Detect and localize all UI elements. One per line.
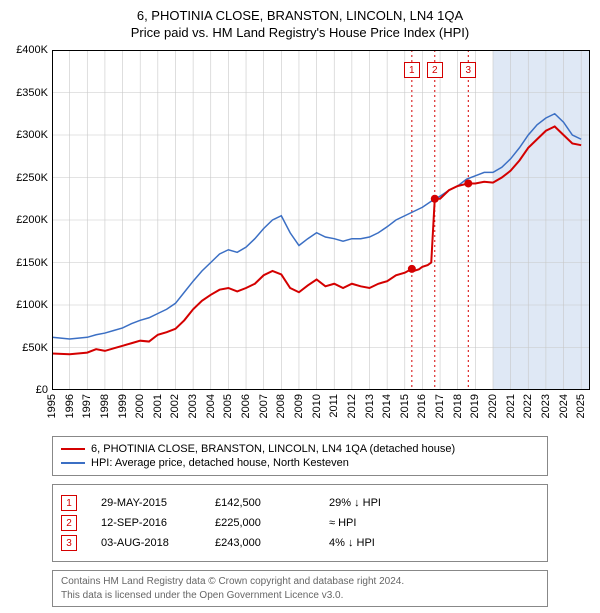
legend-box: 6, PHOTINIA CLOSE, BRANSTON, LINCOLN, LN… <box>52 436 548 476</box>
plot-svg <box>52 50 590 390</box>
footer-line1: Contains HM Land Registry data © Crown c… <box>61 575 539 589</box>
sale-row: 2 12-SEP-2016 £225,000 ≈ HPI <box>61 515 539 531</box>
x-tick-label: 2007 <box>258 394 270 418</box>
footer-line2: This data is licensed under the Open Gov… <box>61 589 539 603</box>
x-tick-label: 2012 <box>346 394 358 418</box>
x-tick-label: 2001 <box>152 394 164 418</box>
y-tick-label: £250K <box>16 172 48 184</box>
y-tick-label: £200K <box>16 214 48 226</box>
x-tick-label: 2014 <box>381 394 393 418</box>
sale-row-delta: 4% ↓ HPI <box>329 537 419 549</box>
y-tick-label: £400K <box>16 44 48 56</box>
y-tick-label: £100K <box>16 299 48 311</box>
x-tick-label: 1996 <box>64 394 76 418</box>
x-tick-label: 2003 <box>187 394 199 418</box>
sale-marker-label: 2 <box>427 62 443 78</box>
legend-label: 6, PHOTINIA CLOSE, BRANSTON, LINCOLN, LN… <box>91 443 455 455</box>
x-tick-label: 1997 <box>81 394 93 418</box>
x-tick-label: 2006 <box>240 394 252 418</box>
sale-row-number: 3 <box>61 535 77 551</box>
sale-row-number: 1 <box>61 495 77 511</box>
x-tick-label: 2005 <box>222 394 234 418</box>
legend-swatch <box>61 462 85 464</box>
sale-marker-label: 1 <box>404 62 420 78</box>
sales-table: 1 29-MAY-2015 £142,500 29% ↓ HPI 2 12-SEP-201… <box>52 484 548 562</box>
sale-row-delta: 29% ↓ HPI <box>329 497 419 509</box>
x-tick-label: 2015 <box>399 394 411 418</box>
sale-row-date: 29-MAY-2015 <box>101 497 191 509</box>
title-address: 6, PHOTINIA CLOSE, BRANSTON, LINCOLN, LN… <box>0 8 600 23</box>
x-tick-label: 2020 <box>487 394 499 418</box>
chart-container: 6, PHOTINIA CLOSE, BRANSTON, LINCOLN, LN… <box>0 0 600 607</box>
y-tick-label: £300K <box>16 129 48 141</box>
x-tick-label: 2004 <box>205 394 217 418</box>
legend-swatch <box>61 448 85 450</box>
footer-box: Contains HM Land Registry data © Crown c… <box>52 570 548 607</box>
x-tick-label: 2008 <box>275 394 287 418</box>
y-tick-label: £350K <box>16 87 48 99</box>
x-tick-label: 2017 <box>434 394 446 418</box>
x-tick-label: 2025 <box>575 394 587 418</box>
x-tick-label: 2002 <box>169 394 181 418</box>
sale-row-price: £142,500 <box>215 497 305 509</box>
sale-row-date: 12-SEP-2016 <box>101 517 191 529</box>
y-tick-label: £150K <box>16 257 48 269</box>
x-tick-label: 2013 <box>364 394 376 418</box>
sale-row-number: 2 <box>61 515 77 531</box>
legend-row: HPI: Average price, detached house, Nort… <box>61 457 539 469</box>
legend-row: 6, PHOTINIA CLOSE, BRANSTON, LINCOLN, LN… <box>61 443 539 455</box>
x-tick-label: 2022 <box>522 394 534 418</box>
x-tick-label: 2011 <box>328 394 340 418</box>
x-tick-label: 1999 <box>117 394 129 418</box>
x-tick-label: 1998 <box>99 394 111 418</box>
x-tick-label: 2023 <box>540 394 552 418</box>
x-tick-label: 2009 <box>293 394 305 418</box>
x-tick-label: 2024 <box>558 394 570 418</box>
sale-row-date: 03-AUG-2018 <box>101 537 191 549</box>
x-tick-label: 2000 <box>134 394 146 418</box>
sale-row-price: £225,000 <box>215 517 305 529</box>
x-tick-label: 2019 <box>469 394 481 418</box>
x-tick-label: 2010 <box>311 394 323 418</box>
x-tick-label: 1995 <box>46 394 58 418</box>
sale-row: 3 03-AUG-2018 £243,000 4% ↓ HPI <box>61 535 539 551</box>
x-axis: 1995199619971998199920002001200220032004… <box>52 390 590 430</box>
y-tick-label: £50K <box>22 342 48 354</box>
x-tick-label: 2021 <box>505 394 517 418</box>
title-block: 6, PHOTINIA CLOSE, BRANSTON, LINCOLN, LN… <box>0 0 600 40</box>
legend-label: HPI: Average price, detached house, Nort… <box>91 457 349 469</box>
y-axis: £0£50K£100K£150K£200K£250K£300K£350K£400… <box>0 50 52 390</box>
sale-row-price: £243,000 <box>215 537 305 549</box>
plot-area: 12 3 <box>52 50 590 390</box>
title-subtitle: Price paid vs. HM Land Registry's House … <box>0 25 600 40</box>
sale-row: 1 29-MAY-2015 £142,500 29% ↓ HPI <box>61 495 539 511</box>
sale-marker-label: 3 <box>460 62 476 78</box>
sale-row-delta: ≈ HPI <box>329 517 419 529</box>
x-tick-label: 2018 <box>452 394 464 418</box>
x-tick-label: 2016 <box>416 394 428 418</box>
